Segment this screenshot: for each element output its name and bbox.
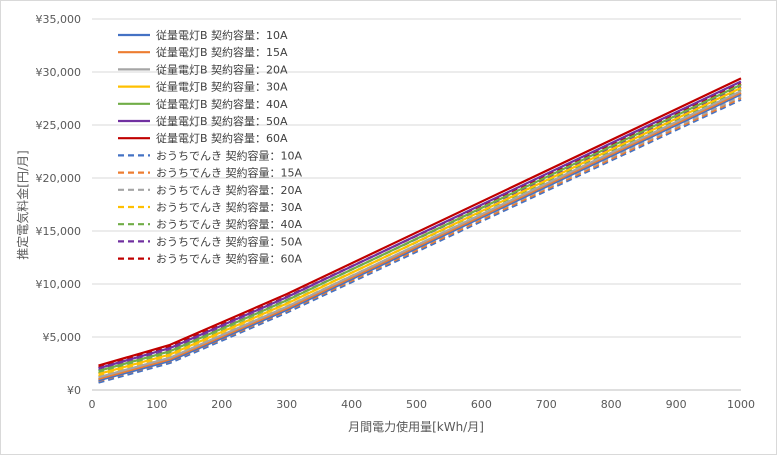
y-tick-label: ¥35,000: [36, 13, 82, 26]
legend-label: 従量電灯B 契約容量：10A: [156, 28, 288, 42]
series-lines: [98, 77, 742, 384]
series-line: [98, 97, 742, 383]
legend-label: 従量電灯B 契約容量：30A: [156, 80, 288, 94]
legend-label: 従量電灯B 契約容量：40A: [156, 97, 288, 111]
y-tick-label: ¥0: [67, 384, 81, 397]
x-tick-label: 900: [666, 398, 687, 411]
legend-label: おうちでんき 契約容量：50A: [156, 234, 302, 248]
series-line: [98, 90, 742, 379]
x-tick-label: 400: [341, 398, 362, 411]
x-tick-label: 500: [406, 398, 427, 411]
x-tick-label: 600: [471, 398, 492, 411]
y-tick-label: ¥30,000: [36, 66, 82, 79]
series-line: [98, 77, 742, 367]
series-line: [98, 93, 742, 382]
x-tick-label: 700: [536, 398, 557, 411]
legend-label: 従量電灯B 契約容量：60A: [156, 131, 288, 145]
y-tick-label: ¥15,000: [36, 225, 82, 238]
legend-label: おうちでんき 契約容量：40A: [156, 217, 302, 231]
x-tick-label: 800: [601, 398, 622, 411]
legend-label: 従量電灯B 契約容量：15A: [156, 45, 288, 59]
legend-label: 従量電灯B 契約容量：20A: [156, 62, 288, 76]
legend-label: おうちでんき 契約容量：10A: [156, 148, 302, 162]
series-line: [98, 83, 742, 372]
y-axis-title: 推定電気料金[円/月]: [15, 150, 30, 259]
x-tick-label: 0: [89, 398, 96, 411]
legend-label: おうちでんき 契約容量：60A: [156, 252, 302, 266]
x-tick-labels: 0 100 200 300 400 500 600 700 800 900 1000: [89, 398, 756, 411]
x-tick-label: 300: [276, 398, 297, 411]
y-tick-labels: ¥0 ¥5,000 ¥10,000 ¥15,000 ¥20,000 ¥25,000 ¥30,…: [36, 13, 82, 397]
y-tick-label: ¥20,000: [36, 172, 82, 185]
y-tick-label: ¥10,000: [36, 278, 82, 291]
x-tick-label: 100: [146, 398, 167, 411]
x-tick-label: 1000: [727, 398, 755, 411]
legend-label: 従量電灯B 契約容量：50A: [156, 114, 288, 128]
series-line: [98, 86, 742, 376]
legend: 従量電灯B 契約容量：10A 従量電灯B 契約容量：15A 従量電灯B 契約容量：2…: [118, 28, 302, 266]
x-tick-label: 200: [211, 398, 232, 411]
legend-label: おうちでんき 契約容量：15A: [156, 166, 302, 180]
series-line: [98, 98, 742, 384]
x-axis-title: 月間電力使用量[kWh/月]: [348, 419, 484, 434]
legend-label: おうちでんき 契約容量：20A: [156, 183, 302, 197]
series-line: [98, 80, 742, 370]
y-tick-label: ¥5,000: [43, 331, 82, 344]
y-tick-label: ¥25,000: [36, 119, 82, 132]
legend-label: おうちでんき 契約容量：30A: [156, 200, 302, 214]
series-line: [98, 91, 742, 380]
